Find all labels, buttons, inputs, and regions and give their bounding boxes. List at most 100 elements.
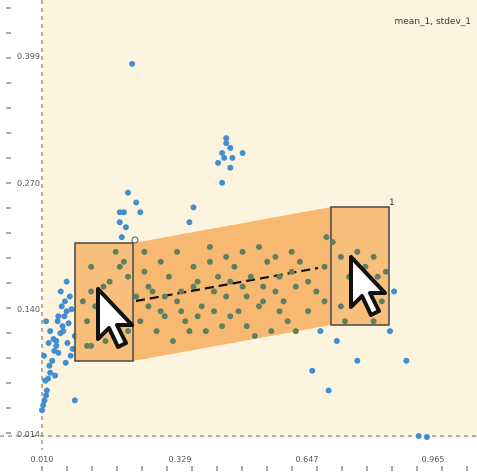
data-point <box>227 145 234 151</box>
overlap-point <box>206 244 213 250</box>
data-point <box>118 234 125 241</box>
data-point <box>403 357 410 364</box>
y-tick-label: 0.014 <box>17 430 40 439</box>
data-point <box>190 204 197 211</box>
overlap-point <box>153 328 160 335</box>
x-tick-label: 0.329 <box>169 455 192 464</box>
overlap-point <box>374 273 381 280</box>
data-point <box>133 199 140 206</box>
data-point <box>55 349 62 356</box>
data-point <box>69 345 76 352</box>
data-point <box>61 298 68 305</box>
overlap-point <box>280 298 287 305</box>
overlap-point <box>141 248 148 255</box>
data-point <box>64 340 71 346</box>
overlap-point <box>288 248 295 255</box>
data-point <box>387 328 393 335</box>
overlap-point <box>256 303 262 310</box>
overlap-point <box>219 323 226 330</box>
overlap-point <box>161 293 168 300</box>
overlap-point <box>120 258 127 265</box>
data-point <box>68 306 75 313</box>
data-point <box>186 219 193 226</box>
y-tick-labels: 0.014 0.140 0.270 0.399 <box>17 52 40 439</box>
data-point <box>49 357 56 364</box>
data-point <box>223 135 230 142</box>
data-point <box>40 402 47 409</box>
y-axis-ruler <box>6 7 11 434</box>
overlap-point <box>174 248 181 255</box>
overlap-point <box>268 328 275 335</box>
overlap-point <box>284 318 291 325</box>
overlap-point <box>198 303 205 310</box>
overlap-point <box>157 308 164 315</box>
data-point <box>309 367 316 374</box>
x-axis-ruler <box>41 466 468 471</box>
overlap-point <box>292 283 299 290</box>
overlap-point <box>88 342 95 349</box>
data-point <box>66 293 73 300</box>
overlap-point <box>260 298 267 305</box>
overlap-point <box>100 283 107 290</box>
overlap-point <box>165 273 172 280</box>
overlap-point <box>329 239 336 245</box>
overlap-point <box>190 283 197 290</box>
overlap-point <box>370 318 377 325</box>
overlap-point <box>272 253 279 260</box>
y-tick-label: 0.399 <box>17 52 40 61</box>
data-point <box>63 308 70 315</box>
overlap-point <box>235 308 242 315</box>
data-point <box>219 150 226 156</box>
overlap-point <box>194 278 201 285</box>
overlap-point <box>276 308 283 315</box>
overlap-point <box>174 298 181 305</box>
overlap-point <box>133 293 140 300</box>
data-point <box>215 159 222 166</box>
data-point <box>137 209 144 216</box>
overlap-point <box>157 258 164 265</box>
data-point <box>45 340 52 346</box>
overlap-point <box>260 283 267 290</box>
data-point <box>227 164 234 171</box>
data-point <box>65 320 72 327</box>
data-point <box>47 328 54 335</box>
data-point <box>62 359 69 366</box>
data-point <box>391 288 398 295</box>
overlap-point <box>125 273 131 280</box>
start-box-handle[interactable] <box>131 236 139 244</box>
data-point <box>58 303 65 310</box>
overlap-point <box>296 258 303 265</box>
overlap-point <box>243 293 250 300</box>
x-tick-label: 0.647 <box>296 455 319 464</box>
data-point <box>46 362 53 369</box>
overlap-point <box>88 263 95 270</box>
overlap-point <box>321 298 328 305</box>
overlap-point <box>125 328 131 335</box>
data-point <box>333 338 340 344</box>
data-point <box>415 433 422 439</box>
overlap-point <box>243 323 250 330</box>
overlap-point <box>88 288 95 295</box>
overlap-point <box>239 283 246 290</box>
data-point <box>57 288 64 295</box>
data-point <box>39 407 45 414</box>
data-point <box>52 372 59 379</box>
overlap-point <box>370 253 377 260</box>
chart-corner-label: mean_1, stdev_1 <box>395 17 472 27</box>
overlap-point <box>272 288 279 295</box>
overlap-point <box>202 328 209 335</box>
x-tick-label: 0.965 <box>422 455 445 464</box>
data-point <box>239 150 246 156</box>
data-point <box>53 338 60 344</box>
data-point <box>53 342 60 349</box>
overlap-point <box>211 308 217 315</box>
overlap-point <box>116 263 123 270</box>
overlap-point <box>145 303 152 310</box>
data-point <box>325 387 332 394</box>
data-point <box>43 392 50 399</box>
data-point <box>223 140 230 147</box>
overlap-points <box>79 234 389 349</box>
overlap-point <box>378 298 385 305</box>
overlap-point <box>227 313 234 320</box>
